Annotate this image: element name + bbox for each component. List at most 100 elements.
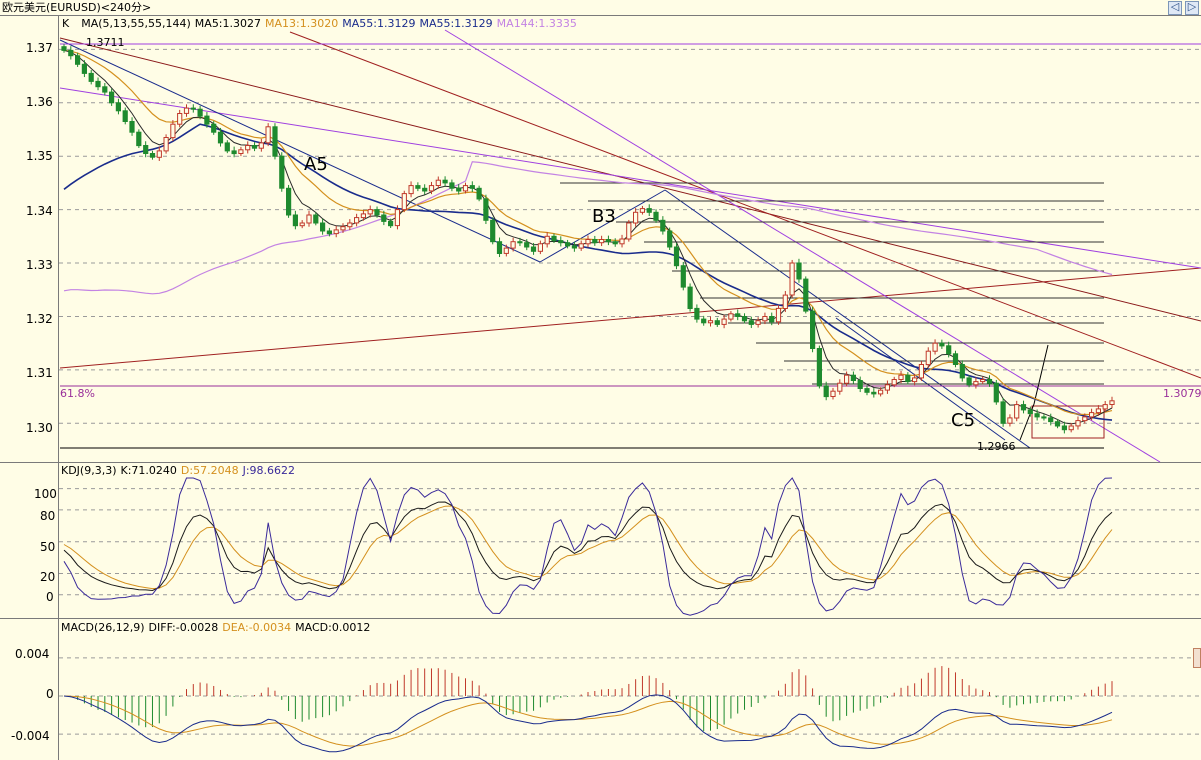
candle-body [735, 313, 741, 317]
candle [490, 217, 496, 245]
candle [966, 375, 972, 388]
candle-body [905, 374, 911, 383]
candle [217, 127, 224, 147]
candle [183, 104, 190, 117]
candle-body [1014, 404, 1020, 419]
right-arrow-icon: ▷ [1187, 0, 1197, 13]
left-arrow-icon: ◁ [1170, 0, 1180, 13]
candle-body [544, 235, 550, 245]
candle-body [156, 150, 162, 158]
legend-ma-params: MA(5,13,55,55,144) [81, 17, 191, 30]
candle [544, 232, 550, 248]
trend-line [664, 189, 1031, 449]
candle [177, 109, 183, 128]
candle-body [340, 226, 346, 231]
legend-ma5: MA5:1.3027 [195, 17, 261, 30]
candle-body [1041, 416, 1047, 419]
candle-body [646, 208, 652, 213]
candle [592, 235, 598, 246]
candle-body [258, 142, 264, 149]
candle-body [367, 209, 373, 215]
candle-body [1027, 409, 1033, 415]
candle-body [571, 245, 577, 249]
candle [442, 176, 448, 187]
candle-body [231, 150, 237, 155]
macd-tick: 0 [46, 687, 54, 701]
candle-body [558, 240, 564, 244]
candle [95, 77, 101, 91]
ma144-line [63, 161, 1113, 295]
candle [667, 227, 673, 250]
candle [810, 306, 816, 353]
candle [483, 194, 489, 225]
candle-body [408, 185, 414, 195]
candle [782, 290, 788, 313]
candle [619, 234, 625, 248]
macd-legend: MACD(26,12,9) DIFF:-0.0028 DEA:-0.0034 MACD… [61, 621, 370, 634]
candle-body [388, 220, 394, 227]
candle [238, 146, 244, 157]
candle [830, 387, 836, 400]
candle [850, 371, 856, 384]
candle-body [122, 110, 128, 123]
candle-body [973, 381, 979, 386]
candle [367, 205, 373, 218]
nav-prev-button[interactable]: ◁ [1168, 0, 1182, 15]
candle-body [415, 185, 421, 189]
candle [959, 360, 965, 382]
kdj-k-value: K:71.0240 [121, 464, 177, 477]
candle-body [217, 131, 224, 144]
y-tick: 1.31 [26, 366, 53, 380]
candle [864, 385, 870, 396]
candle-body [633, 211, 639, 224]
candle [204, 112, 210, 128]
candle [401, 190, 407, 213]
candle [388, 218, 394, 229]
candle [878, 387, 884, 397]
pane-frames [0, 15, 1201, 760]
trend-lines [59, 29, 1201, 463]
fibonacci-lines [560, 182, 1104, 385]
candle-body [1102, 404, 1108, 410]
candle [816, 345, 822, 389]
candle-body [75, 55, 81, 65]
candle-body [796, 262, 802, 280]
candle-body [245, 145, 251, 151]
candle-body [81, 63, 88, 74]
candle [1095, 405, 1102, 416]
candle-body [149, 153, 156, 158]
candle [946, 341, 952, 358]
candle [1007, 414, 1013, 427]
candle-body [1034, 413, 1040, 418]
y-tick: 1.35 [26, 149, 53, 163]
candle-body [850, 374, 856, 382]
macd-tick: 0.004 [15, 647, 49, 661]
candle-body [680, 265, 686, 288]
trend-line [539, 189, 666, 263]
candle [918, 361, 924, 381]
side-panel-toggle[interactable] [1193, 648, 1201, 668]
candle [660, 216, 666, 235]
candle-body [211, 123, 217, 133]
candle [224, 140, 230, 154]
candle [912, 373, 918, 386]
fib-value: 1.3079 [1163, 387, 1201, 400]
candle-body [299, 222, 305, 227]
kdj-tick: 0 [46, 590, 54, 604]
candle-body [279, 155, 285, 189]
candle [122, 107, 128, 125]
nav-next-button[interactable]: ▷ [1185, 0, 1199, 15]
kdj-k-line [63, 501, 1113, 592]
candle-body [1089, 412, 1095, 418]
candle-body [537, 243, 543, 252]
candle [408, 181, 414, 198]
candle [1041, 413, 1047, 421]
macd-params: MACD(26,12,9) [61, 621, 145, 634]
candle [1068, 422, 1074, 433]
candle-body [789, 262, 795, 296]
candle-body [462, 185, 469, 192]
candle-body [320, 222, 326, 232]
candle-body [442, 179, 448, 184]
candle [292, 210, 298, 230]
